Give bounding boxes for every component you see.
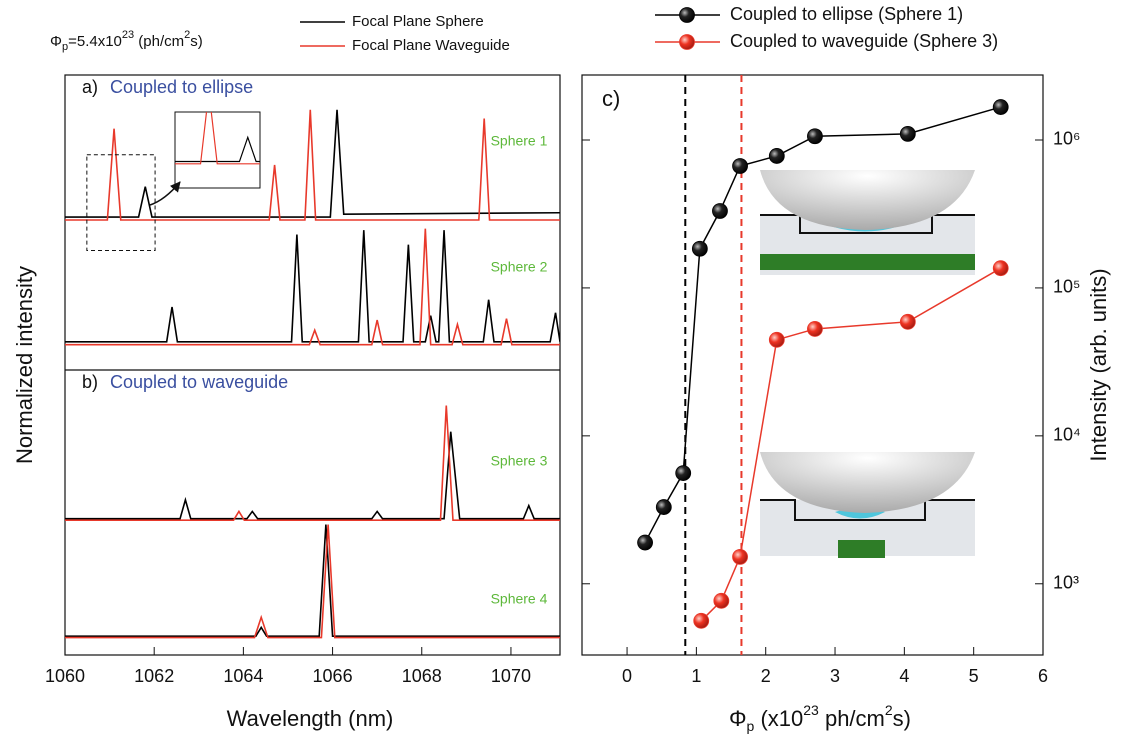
data-point xyxy=(768,148,785,164)
xlabel-unit-end: s) xyxy=(893,706,911,731)
x-tick-label: 5 xyxy=(969,666,979,686)
data-point xyxy=(732,548,748,565)
data-point xyxy=(655,499,672,515)
pump-text: =5.4x10 xyxy=(68,33,122,50)
legend-label: Coupled to ellipse (Sphere 1) xyxy=(730,4,963,24)
x-tick-label: 1064 xyxy=(223,666,263,686)
data-point xyxy=(712,203,728,219)
pump-symbol: Φ xyxy=(50,33,62,50)
spectrum-label: Sphere 1 xyxy=(491,133,548,149)
x-tick-label: 3 xyxy=(830,666,840,686)
x-tick-label: 1060 xyxy=(45,666,85,686)
spectrum-line xyxy=(65,228,560,346)
xlabel-sub: p xyxy=(747,718,755,734)
y-tick-label: 10⁵ xyxy=(1053,277,1080,297)
x-tick-label: 1070 xyxy=(491,666,531,686)
legend-label: Focal Plane Waveguide xyxy=(352,37,510,54)
data-point xyxy=(992,260,1009,277)
inset-frame xyxy=(174,111,261,189)
legend-marker xyxy=(679,34,695,50)
schematic-waveguide xyxy=(760,452,975,558)
panel-letter: c) xyxy=(602,86,620,111)
legend-label: Coupled to waveguide (Sphere 3) xyxy=(730,31,998,51)
y-tick-label: 10⁴ xyxy=(1053,425,1081,445)
data-point xyxy=(807,321,823,337)
spectrum-line xyxy=(65,109,560,218)
x-axis-label: Wavelength (nm) xyxy=(227,706,394,731)
spectra xyxy=(65,109,560,639)
data-point xyxy=(691,240,708,257)
spectrum-line xyxy=(65,109,560,221)
spectrum-label: Sphere 2 xyxy=(491,259,548,275)
spectrum-label: Sphere 4 xyxy=(491,591,548,607)
xlabel-symbol: Φ xyxy=(729,706,747,731)
x-tick-label: 0 xyxy=(622,666,632,686)
legend-label: Focal Plane Sphere xyxy=(352,13,484,30)
y-tick-label: 10³ xyxy=(1053,573,1079,593)
data-point xyxy=(899,125,916,142)
y-axis-label: Intensity (arb. units) xyxy=(1086,268,1111,461)
y-axis-label: Normalized intensity xyxy=(12,266,37,464)
data-point xyxy=(732,158,748,174)
pump-sup: 23 xyxy=(122,29,134,41)
inset-region xyxy=(86,154,156,251)
pump-unit-sup: 2 xyxy=(184,29,190,41)
spectrum-line xyxy=(65,431,560,520)
y-tick-label: 10⁶ xyxy=(1053,129,1080,149)
x-tick-label: 1062 xyxy=(134,666,174,686)
series-line xyxy=(700,267,1002,622)
data-point xyxy=(675,465,692,481)
x-tick-label: 1 xyxy=(691,666,701,686)
data-point xyxy=(713,592,730,609)
data-point xyxy=(992,99,1009,115)
xlabel-sup: 23 xyxy=(803,702,819,718)
pump-sub: p xyxy=(62,41,68,53)
x-tick-label: 1066 xyxy=(313,666,353,686)
spectrum-label: Sphere 3 xyxy=(491,453,548,469)
pump-unit: (ph/cm xyxy=(134,33,184,50)
data-point xyxy=(693,612,710,629)
series-line xyxy=(644,106,1001,543)
x-tick-label: 2 xyxy=(761,666,771,686)
schematic-ellipse xyxy=(760,170,975,275)
xlabel-unit: ph/cm xyxy=(819,706,885,731)
panel-letter: b) xyxy=(82,372,98,392)
panel-title: Coupled to waveguide xyxy=(110,372,288,392)
legend-marker xyxy=(679,7,695,23)
inset-line xyxy=(175,135,260,163)
data-point xyxy=(899,313,916,330)
data-point xyxy=(807,128,823,145)
x-tick-label: 4 xyxy=(899,666,909,686)
xlabel-unit-sup: 2 xyxy=(885,702,893,718)
pump-label: Φp=5.4x1023 (ph/cm2s) xyxy=(50,29,203,53)
spectrum-line xyxy=(65,405,560,521)
spectrum-line xyxy=(65,230,560,343)
data-point xyxy=(768,331,785,348)
x-tick-label: 1068 xyxy=(402,666,442,686)
x-axis-label: Φp (x1023 ph/cm2s) xyxy=(729,702,911,734)
spectrum-line xyxy=(65,524,560,637)
inset-spectra xyxy=(175,112,260,165)
plot-frame xyxy=(581,74,1044,656)
panel-letter: a) xyxy=(82,77,98,97)
plot-frame xyxy=(64,74,561,656)
x-tick-label: 6 xyxy=(1038,666,1048,686)
spectrum-line xyxy=(65,524,560,639)
pump-unit-end: s) xyxy=(190,33,203,50)
inset-arrow xyxy=(149,181,181,206)
xlabel-text: (x10 xyxy=(754,706,803,731)
data-point xyxy=(637,534,653,551)
panel-title: Coupled to ellipse xyxy=(110,77,253,97)
